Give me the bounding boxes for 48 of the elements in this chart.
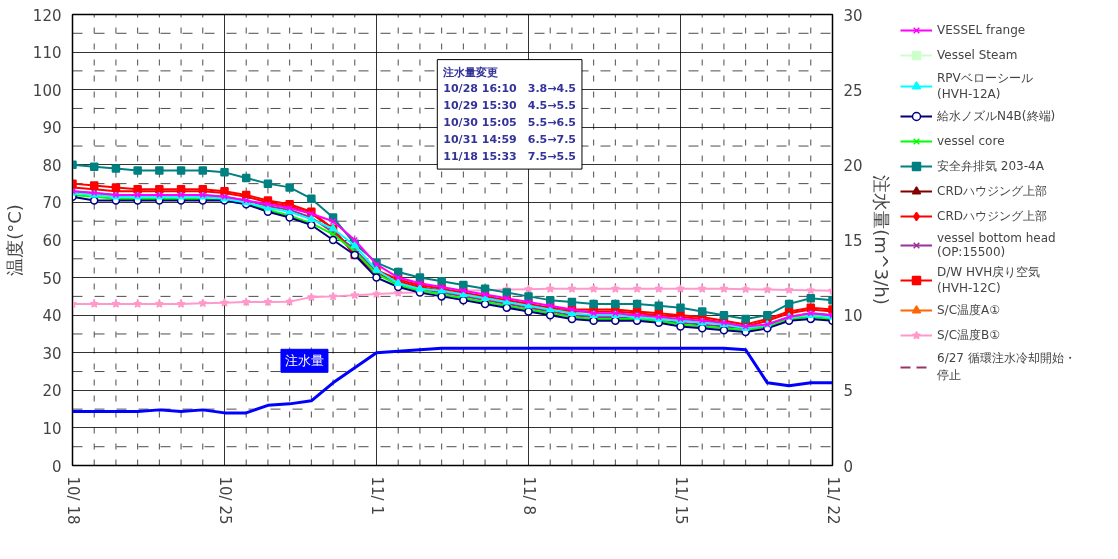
annotation: 10/30 15:05 5.5→6.5	[443, 116, 576, 130]
legend-label: D/W HVH戻り空気 (HVH-12C)	[937, 264, 1041, 295]
x-tick-label: 11/ 8	[519, 476, 538, 515]
y-tick-label: 110	[32, 44, 62, 63]
y2-tick-label: 20	[843, 156, 863, 175]
annotation: 10/31 14:59 6.5→7.5	[443, 133, 576, 147]
y-tick-label: 120	[32, 6, 62, 25]
y2-tick-label: 30	[843, 6, 863, 25]
x-tick-label: 11/ 15	[671, 476, 690, 525]
y-tick-label: 30	[42, 344, 62, 363]
legend-label: S/C温度A①	[937, 301, 1001, 319]
y-tick-label: 90	[42, 119, 62, 138]
annotation: 注水量変更	[442, 65, 499, 79]
y2-axis-title: 注水量(m^3/h)	[870, 175, 892, 305]
y2-tick-label: 15	[843, 232, 863, 250]
y2-tick-label: 0	[843, 457, 854, 476]
legend-label: vessel core	[937, 134, 1005, 148]
x-tick-label: 10/ 25	[215, 476, 234, 525]
y-tick-label: 80	[42, 156, 62, 175]
y-tick-label: 50	[42, 269, 62, 288]
x-tick-label: 11/ 1	[367, 476, 386, 515]
annotation: 10/28 16:10 3.8→4.5	[443, 82, 576, 96]
legend-label: 給水ノズルN4B(終端)	[937, 107, 1056, 125]
y-tick-label: 70	[42, 194, 62, 213]
y-axis-title: 温度(°C)	[3, 204, 25, 276]
y2-tick-label: 10	[843, 307, 863, 326]
y2-tick-label: 5	[843, 382, 854, 401]
legend-label: Vessel Steam	[937, 48, 1018, 62]
y-tick-label: 40	[42, 307, 62, 326]
annotation: 11/18 15:33 7.5→5.5	[443, 150, 576, 164]
x-tick-label: 10/ 18	[63, 476, 82, 525]
y-tick-label: 0	[51, 457, 62, 476]
x-tick-label: 11/ 22	[823, 476, 842, 525]
series-label: 注水量	[284, 353, 324, 369]
legend-label: RPVベローシール (HVH-12A)	[937, 70, 1033, 101]
legend-label: VESSEL frange	[937, 23, 1026, 37]
y-tick-label: 100	[32, 81, 62, 100]
y-tick-label: 10	[42, 419, 62, 438]
legend-label: CRDハウジング上部	[937, 182, 1047, 200]
legend-label: vessel bottom head (OP:15500)	[937, 231, 1056, 259]
y2-tick-label: 25	[843, 81, 863, 100]
y-tick-label: 20	[42, 382, 62, 401]
annotation: 10/29 15:30 4.5→5.5	[443, 99, 576, 113]
legend-label: 安全弁排気 203-4A	[937, 157, 1044, 175]
y-tick-label: 60	[42, 232, 62, 250]
legend-label: CRDハウジング上部	[937, 207, 1047, 225]
legend-label: 6/27 循環注水冷却開始・停止	[937, 350, 1076, 384]
legend-label: S/C温度B①	[937, 326, 1001, 344]
